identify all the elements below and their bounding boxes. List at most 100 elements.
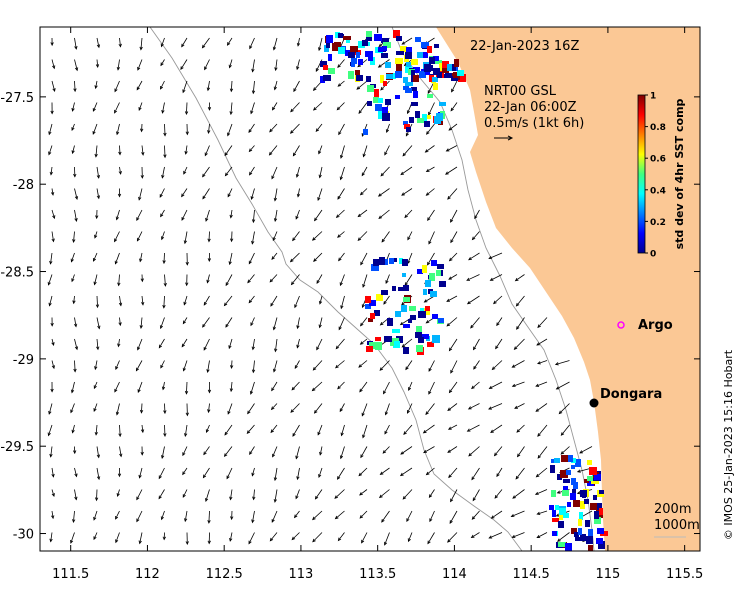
current-arrow [290,102,300,113]
current-arrow [229,102,233,116]
current-arrow [448,274,458,280]
current-arrow [202,166,210,178]
current-arrow [445,166,458,175]
sst-pixel [409,117,414,123]
sst-pixel [348,52,355,58]
lat-tick-label: -28.5 [0,266,34,281]
current-arrow [225,274,233,287]
sst-pixel [453,72,459,78]
current-arrow [207,123,211,134]
current-arrow [229,231,234,243]
current-arrow [535,403,548,412]
lat-tick-label: -30 [13,528,34,543]
sst-pixel [380,75,384,83]
current-arrow [448,252,458,262]
current-arrow [380,166,390,177]
sst-pixel [559,512,563,520]
sst-pixel [582,493,586,498]
current-arrow [73,166,77,178]
current-arrow [92,102,98,112]
current-arrow [292,145,300,157]
current-arrow [402,145,413,157]
current-arrow [229,360,234,369]
current-arrow [428,381,435,395]
sst-pixel [410,315,416,320]
sst-pixel [416,345,423,352]
plot-frame [39,26,701,552]
current-arrow [447,424,458,430]
current-arrow [295,209,300,220]
current-arrow [251,231,255,245]
current-arrow [450,360,458,374]
current-product-label: NRT00 GSL [484,84,557,99]
current-arrow [466,424,480,432]
current-arrow [94,80,98,90]
current-arrow [201,37,210,49]
current-arrow [537,446,548,459]
current-arrow [118,424,122,438]
current-arrow [337,231,345,238]
sst-pixel [375,342,382,350]
current-arrow [360,252,368,266]
current-arrow [51,467,55,478]
current-arrow [466,274,480,281]
current-arrow [294,360,300,370]
current-arrow [496,317,503,327]
sst-pixel [571,465,575,469]
sst-pixel [579,512,583,520]
current-arrow [445,145,458,152]
sst-pixel [439,281,446,287]
current-arrow [181,188,188,198]
current-arrow [273,209,278,223]
current-arrow [271,102,278,111]
current-arrow [185,123,189,136]
current-arrow [401,188,413,196]
current-arrow [408,381,413,391]
current-arrow [202,317,210,328]
current-arrow [268,145,278,156]
sst-pixel [588,529,593,536]
sst-pixel [561,455,568,462]
current-arrow [118,37,122,48]
sst-pixel [355,70,360,78]
current-arrow [384,403,390,416]
sst-pixel [370,313,375,319]
current-arrow [271,252,278,260]
current-arrow [50,381,54,393]
sst-pixel [557,474,562,480]
sst-pixel [433,83,438,90]
current-arrow [319,446,323,456]
sst-pixel [558,521,564,528]
current-arrow [96,446,101,459]
sst-pixel [378,47,383,52]
argo-marker [617,321,625,329]
sst-pixel [573,482,578,489]
sst-pixel [415,332,422,338]
current-arrow [115,510,120,520]
current-arrow [359,510,368,519]
current-arrow [270,295,278,307]
current-arrow [139,37,143,51]
current-arrow [273,467,278,482]
current-arrow [229,80,234,93]
current-arrow [117,188,122,198]
current-arrow [493,446,503,457]
current-arrow [184,510,188,523]
vector-scale-arrow [494,135,514,141]
current-arrow [50,37,54,47]
current-arrow [48,145,53,156]
sst-pixel [350,46,358,53]
current-arrow [246,424,255,435]
current-arrow [118,317,122,327]
map-time-label: 22-Jan-2023 16Z [470,39,579,54]
sst-pixel [598,541,605,549]
current-arrow [114,381,120,393]
current-arrow [536,338,548,346]
current-arrow [163,274,167,287]
current-arrow [473,338,480,351]
current-arrow [384,145,390,156]
current-arrow [448,338,458,352]
sst-pixel [405,88,412,93]
current-arrow [491,360,503,371]
